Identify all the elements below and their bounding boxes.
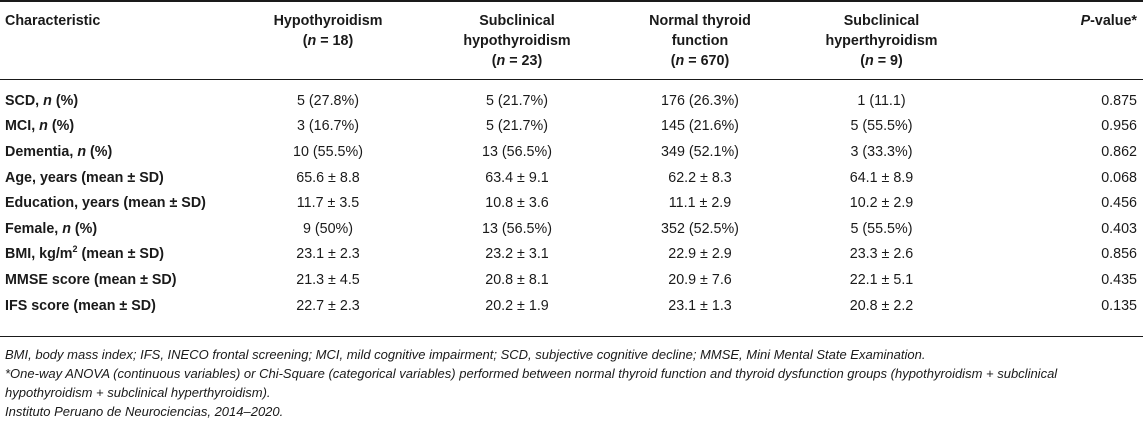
cell-mci-subclinical-hypothyroidism: 5 (21.7%) [486,118,548,135]
cell-mmse-normal-thyroid-function: 20.9 ± 7.6 [668,271,732,288]
cell-dementia-normal-thyroid-function: 349 (52.1%) [661,143,739,160]
cell-female-subclinical-hyperthyroidism: 5 (55.5%) [850,220,913,237]
cell-female-hypothyroidism: 9 (50%) [302,220,354,237]
row-label-education: Education, years (mean ± SD) [5,195,206,212]
cell-mmse-subclinical-hypothyroidism: 20.8 ± 8.1 [485,271,549,288]
footnote-source: Instituto Peruano de Neurociencias, 2014… [5,404,284,419]
header-normal-thyroid-function: Normal thyroid function (n = 670) [649,13,751,69]
row-label-age: Age, years (mean ± SD) [5,169,164,186]
table-row-age: Age, years (mean ± SD) 65.6 ± 8.8 63.4 ± 9… [0,165,1143,191]
cell-dementia-hypothyroidism: 10 (55.5%) [293,143,363,160]
cell-mci-hypothyroidism: 3 (16.7%) [297,118,359,135]
cell-female-p-value: 0.403 [1101,220,1137,237]
table-row-scd: SCD, n (%) 5 (27.8%) 5 (21.7%) 176 (26.3%) 1… [0,88,1143,114]
cell-ifs-hypothyroidism: 22.7 ± 2.3 [296,297,360,314]
table-row-dementia: Dementia, n (%) 10 (55.5%) 13 (56.5%) 349 (… [0,139,1143,165]
cell-dementia-subclinical-hyperthyroidism: 3 (33.3%) [850,143,913,160]
cell-ifs-normal-thyroid-function: 23.1 ± 1.3 [668,297,732,314]
cell-mmse-subclinical-hyperthyroidism: 22.1 ± 5.1 [849,271,914,288]
header-hypothyroidism: Hypothyroidism (n = 18) [273,13,383,49]
table-row-female: Female, n (%) 9 (50%) 13 (56.5%) 352 (52.5%… [0,216,1143,242]
row-label-mmse: MMSE score (mean ± SD) [5,271,177,288]
bottom-rule [0,336,1143,337]
table-row-mmse: MMSE score (mean ± SD) 21.3 ± 4.5 20.8 ± 8… [0,267,1143,293]
cell-bmi-p-value: 0.856 [1101,246,1137,263]
cell-mci-subclinical-hyperthyroidism: 5 (55.5%) [850,118,913,135]
row-label-bmi: BMI, kg/m2 (mean ± SD) [5,244,165,263]
header-rule [0,79,1143,80]
cell-age-subclinical-hypothyroidism: 63.4 ± 9.1 [485,169,549,186]
cell-female-normal-thyroid-function: 352 (52.5%) [661,220,739,237]
row-label-dementia: Dementia, n (%) [5,143,113,160]
cell-scd-hypothyroidism: 5 (27.8%) [297,92,359,109]
cell-scd-p-value: 0.875 [1101,92,1137,109]
cell-mmse-hypothyroidism: 21.3 ± 4.5 [296,271,360,288]
table-row-ifs: IFS score (mean ± SD) 22.7 ± 2.3 20.2 ± 1.… [0,293,1143,319]
cell-education-p-value: 0.456 [1101,195,1137,212]
cell-mci-normal-thyroid-function: 145 (21.6%) [661,118,739,135]
cell-scd-subclinical-hyperthyroidism: 1 (11.1) [857,92,906,109]
cell-bmi-subclinical-hypothyroidism: 23.2 ± 3.1 [485,246,549,263]
cell-scd-subclinical-hypothyroidism: 5 (21.7%) [486,92,548,109]
cell-bmi-normal-thyroid-function: 22.9 ± 2.9 [668,246,732,263]
cell-age-p-value: 0.068 [1101,169,1137,186]
cell-ifs-subclinical-hyperthyroidism: 20.8 ± 2.2 [849,297,914,314]
cell-age-subclinical-hyperthyroidism: 64.1 ± 8.9 [849,169,914,186]
header-characteristic: Characteristic [5,13,101,29]
table-footnotes: BMI, body mass index; IFS, INECO frontal… [5,345,1135,421]
cell-bmi-subclinical-hyperthyroidism: 23.3 ± 2.6 [849,246,914,263]
row-label-mci: MCI, n (%) [5,118,75,135]
cell-ifs-subclinical-hypothyroidism: 20.2 ± 1.9 [485,297,549,314]
characteristics-table: Characteristic Hypothyroidism (n = 18) S… [0,0,1143,319]
cell-mci-p-value: 0.956 [1101,118,1137,135]
cell-education-normal-thyroid-function: 11.1 ± 2.9 [668,195,732,212]
table-row-education: Education, years (mean ± SD) 11.7 ± 3.5 10… [0,190,1143,216]
footnote-abbreviations: BMI, body mass index; IFS, INECO frontal… [5,347,926,362]
header-subclinical-hypothyroidism: Subclinical hypothyroidism (n = 23) [463,13,571,69]
top-rule [0,0,1143,2]
table-row-mci: MCI, n (%) 3 (16.7%) 5 (21.7%) 145 (21.6%) 5… [0,114,1143,140]
cell-mmse-p-value: 0.435 [1101,271,1137,288]
header-p-value: P-value* [1080,13,1137,29]
footnote-statistics-line-2: hypothyroidism + subclinical hyperthyroi… [5,385,271,400]
row-label-scd: SCD, n (%) [5,92,79,109]
header-row: Characteristic Hypothyroidism (n = 18) S… [0,0,1143,88]
cell-education-subclinical-hypothyroidism: 10.8 ± 3.6 [485,195,549,212]
cell-female-subclinical-hypothyroidism: 13 (56.5%) [482,220,552,237]
table-row-bmi: BMI, kg/m2 (mean ± SD) 23.1 ± 2.3 23.2 ± 3… [0,242,1143,268]
cell-bmi-hypothyroidism: 23.1 ± 2.3 [296,246,360,263]
cell-age-hypothyroidism: 65.6 ± 8.8 [296,169,360,186]
row-label-female: Female, n (%) [5,220,98,237]
cell-age-normal-thyroid-function: 62.2 ± 8.3 [668,169,732,186]
cell-education-hypothyroidism: 11.7 ± 3.5 [296,195,360,212]
header-subclinical-hyperthyroidism: Subclinical hyperthyroidism (n = 9) [825,13,938,69]
footnote-statistics-line-1: *One-way ANOVA (continuous variables) or… [5,366,1058,381]
row-label-ifs: IFS score (mean ± SD) [5,297,156,314]
cell-ifs-p-value: 0.135 [1101,297,1137,314]
cell-education-subclinical-hyperthyroidism: 10.2 ± 2.9 [849,195,914,212]
cell-dementia-p-value: 0.862 [1101,143,1137,160]
cell-scd-normal-thyroid-function: 176 (26.3%) [661,92,739,109]
cell-dementia-subclinical-hypothyroidism: 13 (56.5%) [482,143,552,160]
